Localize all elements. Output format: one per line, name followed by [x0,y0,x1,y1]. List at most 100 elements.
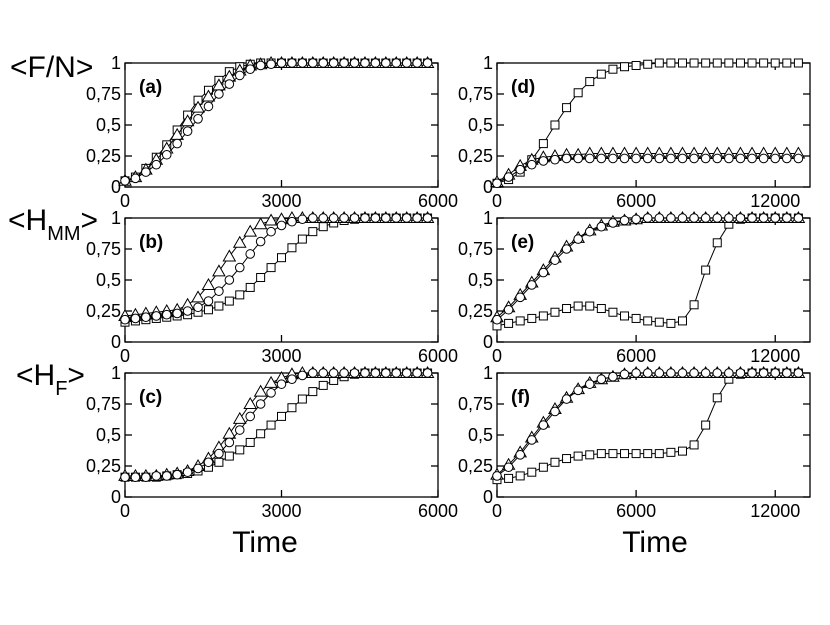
x-tick-label: 3000 [261,191,301,211]
y-tick-label: 1 [483,208,493,228]
plot-frame-a [124,62,439,188]
data-point-circle [245,249,255,259]
data-point-square [643,59,653,69]
data-point-square [515,471,525,481]
data-point-square [527,313,537,323]
plot-frame-e [496,217,811,343]
data-point-circle [182,126,193,136]
data-point-circle [349,58,360,68]
data-point-square [712,58,722,68]
data-point-circle [793,153,804,164]
x-axis-label-left: Time [232,526,298,559]
data-point-square [689,440,699,450]
data-point-circle [526,435,537,445]
data-point-circle [608,371,618,382]
data-point-circle [712,153,723,164]
data-point-circle [724,153,734,164]
data-point-circle [712,368,723,378]
data-point-circle [654,368,665,378]
data-point-circle [412,58,422,68]
data-point-circle [328,368,339,378]
data-point-circle [515,292,525,303]
y-tick-label: 1 [111,208,121,228]
data-point-square [550,120,560,130]
data-point-circle [422,213,433,223]
data-point-circle [130,472,141,482]
data-point-square [620,449,630,459]
data-point-circle [782,368,792,378]
data-point-circle [631,368,641,378]
data-point-circle [596,221,607,232]
data-point-square [608,449,618,459]
data-point-square [677,58,687,68]
data-point-circle [266,388,276,398]
data-point-circle [297,370,308,381]
data-point-circle [161,471,172,481]
data-point-circle [666,368,676,378]
data-point-circle [770,153,781,164]
series-line-circle [124,62,428,182]
y-tick-label: 0,75 [458,84,493,104]
series-line-triangle [124,217,428,317]
data-point-circle [172,308,182,319]
data-point-circle [631,153,641,164]
data-point-square [235,445,245,455]
panel-label-b: (b) [139,232,163,253]
data-point-circle [234,425,245,435]
data-point-circle [308,213,318,223]
y-tick-label: 0,75 [86,239,121,259]
data-point-circle [182,306,193,316]
data-point-triangle [212,264,226,277]
data-point-circle [596,153,607,164]
y-tick-label: 0,25 [86,456,121,476]
data-point-circle [328,58,339,68]
data-point-triangle [232,411,247,424]
data-point-circle [758,153,769,164]
data-point-circle [503,462,514,473]
y-tick-label: 0,25 [458,456,493,476]
data-point-circle [538,267,549,278]
data-point-triangle [243,396,258,409]
y-tick-label: 0,75 [86,84,121,104]
data-point-square [677,316,687,326]
data-point-circle [172,138,182,149]
data-point-circle [339,58,349,68]
panel-b: 0 0,25 0,5 0,75 1 0 3000 6000 (b) [86,208,458,366]
data-point-circle [550,406,560,417]
data-point-square [277,253,286,263]
panel-label-f: (f) [511,387,530,408]
y-tick-label: 0,25 [86,146,121,166]
x-tick-label: 6000 [418,346,458,366]
data-point-circle [492,178,502,189]
data-point-circle [608,218,618,228]
data-point-square [504,318,514,328]
data-point-circle [391,368,402,378]
panel-label-c: (c) [139,387,162,408]
y-tick-label: 0 [111,487,121,507]
data-point-circle [214,89,224,99]
data-point-circle [381,368,391,378]
data-point-square [608,64,618,74]
data-point-square [782,58,792,68]
panel-e: 0 0,25 0,5 0,75 1 0 6000 12000 (e) [458,208,811,366]
data-point-circle [308,58,318,68]
data-point-circle [515,164,525,175]
data-point-circle [758,368,769,378]
data-point-square [214,301,224,311]
data-point-square [504,473,514,483]
y-tick-label: 0,25 [458,146,493,166]
data-point-circle [193,302,203,313]
data-point-square [277,411,286,421]
data-point-circle [151,471,162,481]
data-point-square [631,449,641,459]
x-tick-label: 0 [492,346,502,366]
data-point-circle [193,463,203,474]
data-point-circle [596,374,607,385]
data-point-circle [214,448,224,459]
data-point-circle [401,368,412,378]
panel-label-a: (a) [139,77,162,98]
series-line-triangle [124,62,428,182]
data-point-circle [747,153,757,164]
data-point-circle [677,153,688,164]
data-point-square [654,449,664,459]
